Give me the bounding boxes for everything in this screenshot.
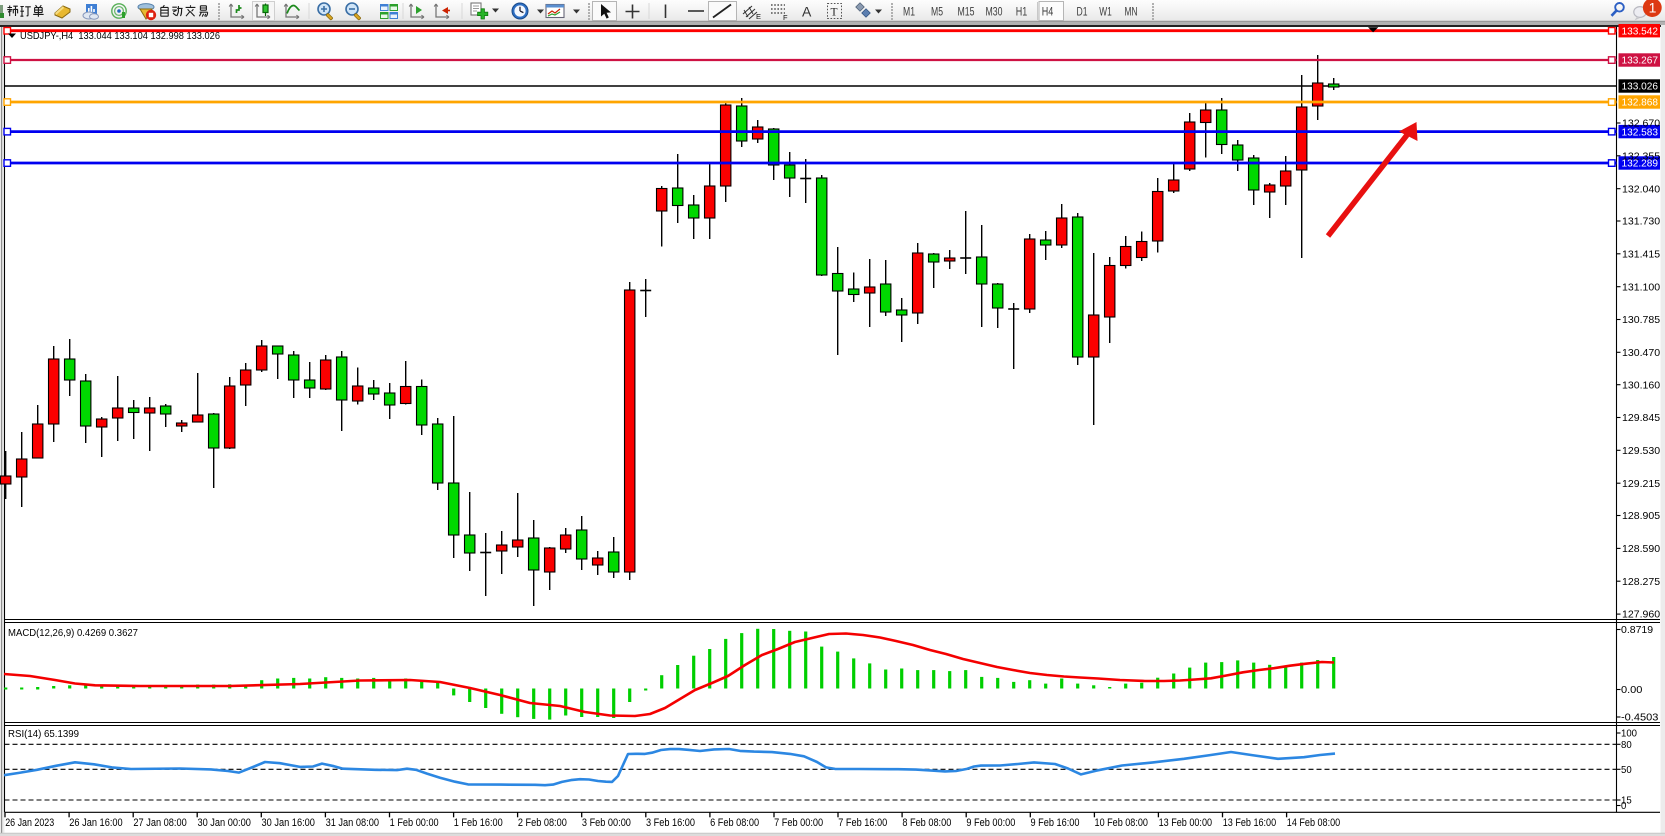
svg-text:M1: M1: [903, 7, 915, 19]
svg-text:26 Jan 2023: 26 Jan 2023: [5, 817, 54, 829]
svg-text:10 Feb 08:00: 10 Feb 08:00: [1095, 817, 1148, 829]
svg-text:30 Jan 00:00: 30 Jan 00:00: [197, 817, 250, 829]
svg-text:6 Feb 08:00: 6 Feb 08:00: [710, 817, 759, 829]
svg-text:26 Jan 16:00: 26 Jan 16:00: [69, 817, 122, 829]
svg-text:W1: W1: [1099, 7, 1112, 19]
svg-text:133.026: 133.026: [1622, 81, 1659, 93]
svg-text:15: 15: [1621, 795, 1632, 807]
svg-text:100: 100: [1621, 728, 1637, 740]
svg-text:0.8719: 0.8719: [1621, 624, 1653, 636]
svg-text:131.415: 131.415: [1622, 248, 1660, 260]
svg-text:128.275: 128.275: [1622, 576, 1660, 588]
svg-text:USDJPY-,H4 133.044 133.104 13: USDJPY-,H4 133.044 133.104 132.998 133.0…: [20, 30, 220, 42]
svg-text:80: 80: [1621, 739, 1632, 751]
svg-text:M15: M15: [958, 7, 975, 19]
svg-text:50: 50: [1621, 764, 1632, 776]
svg-text:2 Feb 08:00: 2 Feb 08:00: [518, 817, 567, 829]
svg-text:130.785: 130.785: [1622, 314, 1660, 326]
svg-text:0: 0: [1621, 800, 1626, 812]
svg-text:MN: MN: [1125, 7, 1138, 19]
svg-text:128.905: 128.905: [1622, 510, 1660, 522]
svg-text:7 Feb 00:00: 7 Feb 00:00: [774, 817, 823, 829]
svg-text:M30: M30: [986, 7, 1003, 19]
svg-text:132.355: 132.355: [1622, 150, 1660, 162]
svg-text:F: F: [783, 13, 788, 22]
svg-text:132.670: 132.670: [1622, 118, 1660, 130]
svg-text:132.040: 132.040: [1622, 183, 1660, 195]
svg-text:132.868: 132.868: [1622, 97, 1659, 109]
svg-text:31 Jan 08:00: 31 Jan 08:00: [326, 817, 379, 829]
svg-text:131.100: 131.100: [1622, 281, 1660, 293]
svg-text:132.583: 132.583: [1622, 126, 1659, 138]
svg-text:30 Jan 16:00: 30 Jan 16:00: [262, 817, 315, 829]
svg-text:13 Feb 00:00: 13 Feb 00:00: [1159, 817, 1212, 829]
svg-text:133.267: 133.267: [1622, 55, 1659, 67]
svg-text:8 Feb 08:00: 8 Feb 08:00: [902, 817, 951, 829]
svg-text:130.470: 130.470: [1622, 347, 1660, 359]
svg-text:131.730: 131.730: [1622, 216, 1660, 228]
svg-text:133.542: 133.542: [1622, 25, 1659, 37]
svg-text:3 Feb 00:00: 3 Feb 00:00: [582, 817, 631, 829]
svg-text:M5: M5: [931, 7, 943, 19]
svg-text:27 Jan 08:00: 27 Jan 08:00: [133, 817, 186, 829]
svg-text:0.00: 0.00: [1621, 684, 1643, 696]
svg-text:13 Feb 16:00: 13 Feb 16:00: [1223, 817, 1276, 829]
svg-text:9 Feb 16:00: 9 Feb 16:00: [1030, 817, 1079, 829]
svg-text:132.289: 132.289: [1622, 158, 1659, 170]
svg-text:-0.4503: -0.4503: [1621, 712, 1659, 724]
svg-text:128.590: 128.590: [1622, 543, 1660, 555]
svg-text:130.160: 130.160: [1622, 379, 1660, 391]
svg-text:9 Feb 00:00: 9 Feb 00:00: [966, 817, 1015, 829]
svg-text:1 Feb 00:00: 1 Feb 00:00: [390, 817, 439, 829]
svg-text:127.960: 127.960: [1622, 609, 1660, 621]
svg-text:E: E: [756, 12, 761, 21]
svg-text:D1: D1: [1077, 7, 1088, 19]
svg-text:1 Feb 16:00: 1 Feb 16:00: [454, 817, 503, 829]
svg-text:T: T: [831, 7, 838, 19]
svg-text:MACD(12,26,9) 0.4269 0.3627: MACD(12,26,9) 0.4269 0.3627: [8, 627, 138, 639]
svg-text:RSI(14) 65.1399: RSI(14) 65.1399: [8, 728, 79, 740]
svg-text:3 Feb 16:00: 3 Feb 16:00: [646, 817, 695, 829]
svg-text:129.845: 129.845: [1622, 412, 1660, 424]
svg-text:1: 1: [1649, 0, 1657, 16]
svg-text:7 Feb 16:00: 7 Feb 16:00: [838, 817, 887, 829]
svg-text:H4: H4: [1042, 7, 1054, 19]
svg-text:129.215: 129.215: [1622, 478, 1660, 490]
svg-text:129.530: 129.530: [1622, 445, 1660, 457]
svg-text:14 Feb 08:00: 14 Feb 08:00: [1287, 817, 1340, 829]
svg-text:H1: H1: [1016, 7, 1028, 19]
svg-text:A: A: [802, 4, 812, 20]
